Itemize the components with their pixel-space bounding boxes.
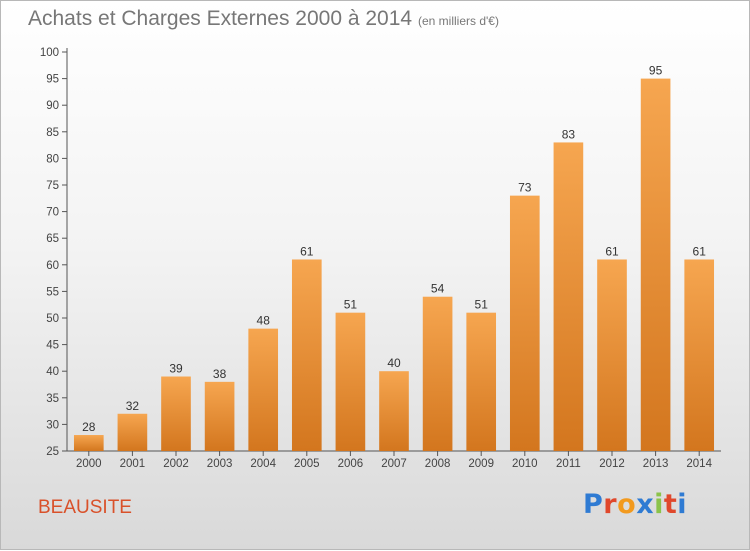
- bar: [422, 296, 453, 451]
- y-tick-label: 55: [46, 286, 59, 298]
- y-tick-label: 95: [46, 74, 59, 86]
- x-tick-label: 2012: [599, 458, 625, 470]
- bar: [161, 376, 191, 451]
- x-tick-label: 2005: [294, 458, 320, 470]
- unit-note: (en milliers d'€): [418, 14, 499, 28]
- bar-value-label: 73: [518, 181, 532, 195]
- bar: [684, 259, 715, 451]
- x-tick-label: 2009: [468, 458, 494, 470]
- y-tick-label: 90: [46, 100, 59, 112]
- bar: [73, 435, 104, 451]
- x-tick-label: 2001: [120, 458, 146, 470]
- bar-value-label: 83: [562, 127, 576, 141]
- y-tick-label: 40: [46, 366, 59, 378]
- y-axis: 25 30 35 40 45 50 55 60 65 70 75 80 85 90 95 100: [40, 47, 68, 458]
- commune-name: BEAUSITE: [38, 497, 132, 518]
- bar: [466, 312, 497, 451]
- proxiti-logo: Proxiti: [583, 489, 688, 520]
- y-tick-label: 50: [46, 313, 59, 325]
- x-tick-label: 2010: [512, 458, 538, 470]
- x-tick-label: 2004: [250, 458, 276, 470]
- x-tick-label: 2000: [76, 458, 102, 470]
- y-tick-label: 100: [40, 47, 59, 59]
- bar: [204, 381, 235, 451]
- y-tick-label: 60: [46, 260, 59, 272]
- x-tick-label: 2007: [381, 458, 407, 470]
- x-tick-label: 2002: [163, 458, 189, 470]
- chart-title: Achats et Charges Externes 2000 à 2014: [28, 7, 413, 30]
- x-tick-label: 2003: [207, 458, 233, 470]
- bar: [509, 195, 540, 451]
- y-tick-label: 25: [46, 446, 59, 458]
- bar: [335, 312, 366, 451]
- bar-value-label: 61: [693, 244, 707, 258]
- x-tick-label: 2006: [338, 458, 364, 470]
- bar-value-label: 61: [605, 244, 619, 258]
- bar-value-label: 61: [300, 244, 314, 258]
- bar-value-label: 54: [431, 282, 445, 296]
- y-tick-label: 85: [46, 127, 59, 139]
- bar: [291, 259, 322, 451]
- y-tick-label: 30: [46, 419, 59, 431]
- bar: [379, 371, 409, 451]
- x-tick-label: 2011: [556, 458, 581, 470]
- bar-value-label: 95: [649, 64, 663, 78]
- bar: [640, 78, 671, 451]
- x-axis: 2000 2001 2002 2003 2004 2005 2006 2007 2008 2009…: [67, 450, 721, 470]
- bar-value-label: 40: [387, 356, 401, 370]
- y-tick-label: 65: [46, 233, 59, 245]
- y-tick-label: 80: [46, 153, 59, 165]
- bar-value-label: 51: [475, 298, 489, 312]
- y-tick-label: 75: [46, 180, 59, 192]
- y-tick-label: 35: [46, 393, 59, 405]
- bar-value-label: 48: [257, 314, 271, 328]
- bar-value-label: 39: [169, 362, 183, 376]
- bar: [597, 259, 627, 451]
- y-tick-label: 45: [46, 340, 59, 352]
- bar-value-label: 51: [344, 298, 358, 312]
- bar-value-label: 38: [213, 367, 227, 381]
- bar-value-label: 32: [126, 399, 140, 413]
- bar: [248, 328, 279, 451]
- x-tick-label: 2013: [643, 458, 669, 470]
- bars: [73, 78, 715, 451]
- bar: [553, 142, 584, 451]
- x-tick-label: 2014: [686, 458, 712, 470]
- y-tick-label: 70: [46, 207, 59, 219]
- bar-value-label: 28: [82, 420, 96, 434]
- value-labels: 28 32 39 38 48 61 51 40 54 51 73 83 61 95 61: [82, 64, 706, 434]
- bar: [117, 413, 148, 451]
- x-tick-label: 2008: [425, 458, 451, 470]
